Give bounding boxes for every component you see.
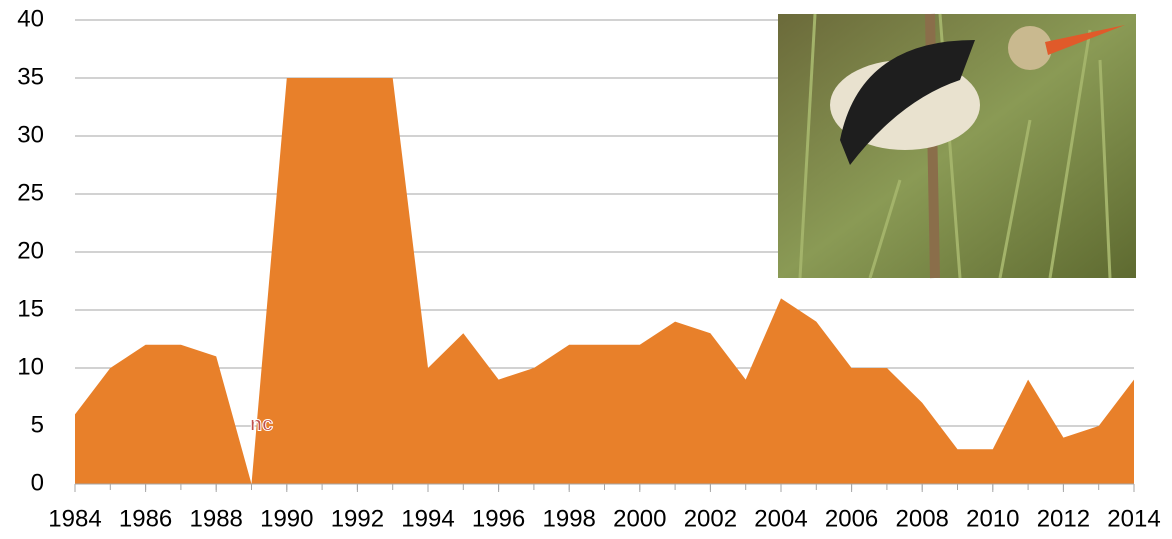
x-tick-label: 1986 [119, 505, 172, 532]
annotation: nc [250, 413, 273, 435]
x-tick-label: 1984 [48, 505, 101, 532]
x-tick-label: 2014 [1107, 505, 1160, 532]
y-tick-label: 0 [31, 469, 44, 496]
x-tick-label: 2006 [825, 505, 878, 532]
x-tick-label: 2010 [966, 505, 1019, 532]
y-tick-label: 15 [17, 295, 44, 322]
x-tick-label: 1996 [472, 505, 525, 532]
y-tick-label: 5 [31, 411, 44, 438]
y-tick-label: 10 [17, 353, 44, 380]
bird-wing [840, 40, 975, 165]
bird-beak [1045, 25, 1125, 55]
photo [778, 13, 1136, 279]
x-tick-label: 2000 [613, 505, 666, 532]
x-tick-label: 1992 [331, 505, 384, 532]
area [75, 78, 1134, 484]
x-tick-label: 1998 [543, 505, 596, 532]
y-tick-label: 40 [17, 5, 44, 32]
x-tick-label: 2004 [754, 505, 807, 532]
bird-head [1008, 26, 1052, 70]
x-tick-label: 1990 [260, 505, 313, 532]
y-tick-label: 20 [17, 237, 44, 264]
y-tick-label: 25 [17, 179, 44, 206]
x-tick-label: 2002 [684, 505, 737, 532]
y-tick-label: 35 [17, 63, 44, 90]
plot-area: 0 5 10 15 20 25 30 35 40 1984 1986 1988 1990 1992 1994… [17, 5, 1160, 532]
y-tick-label: 30 [17, 121, 44, 148]
x-tick-label: 2008 [896, 505, 949, 532]
x-tick-label: 1994 [401, 505, 454, 532]
x-tick-label: 2012 [1037, 505, 1090, 532]
x-tick-label: 1988 [190, 505, 243, 532]
